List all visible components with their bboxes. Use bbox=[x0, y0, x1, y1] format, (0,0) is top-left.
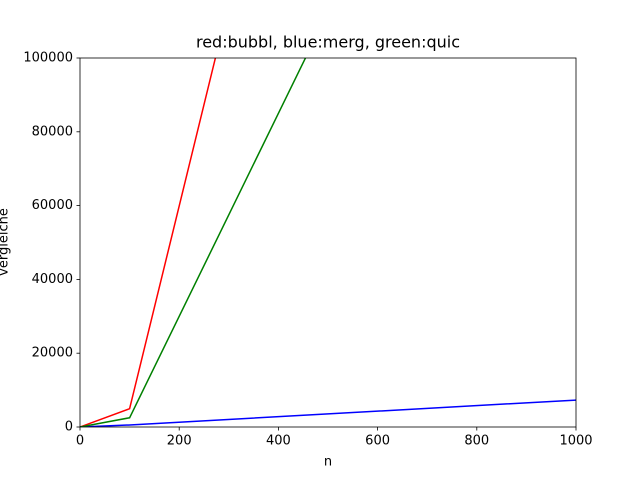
x-axis-label: n bbox=[324, 455, 332, 470]
line-series bbox=[80, 58, 217, 427]
x-tick-label: 1000 bbox=[559, 434, 592, 449]
x-tick-label: 200 bbox=[167, 434, 192, 449]
y-tick-label: 20000 bbox=[32, 346, 73, 361]
chart-title: red:bubbl, blue:merg, green:quic bbox=[196, 33, 460, 52]
x-tick-label: 600 bbox=[365, 434, 390, 449]
y-tick-label: 80000 bbox=[32, 124, 73, 139]
y-tick-label: 40000 bbox=[32, 272, 73, 287]
y-tick-label: 0 bbox=[65, 420, 73, 435]
axes-frame bbox=[79, 57, 577, 428]
x-tick-label: 400 bbox=[266, 434, 291, 449]
y-tick-label: 60000 bbox=[32, 198, 73, 213]
line-series bbox=[80, 399, 576, 427]
y-axis-label: vergleiche bbox=[0, 208, 12, 276]
x-tick-label: 0 bbox=[76, 434, 84, 449]
x-tick-label: 800 bbox=[464, 434, 489, 449]
y-tick-label: 100000 bbox=[23, 51, 73, 66]
plot-area bbox=[80, 58, 576, 427]
line-series bbox=[80, 58, 307, 427]
